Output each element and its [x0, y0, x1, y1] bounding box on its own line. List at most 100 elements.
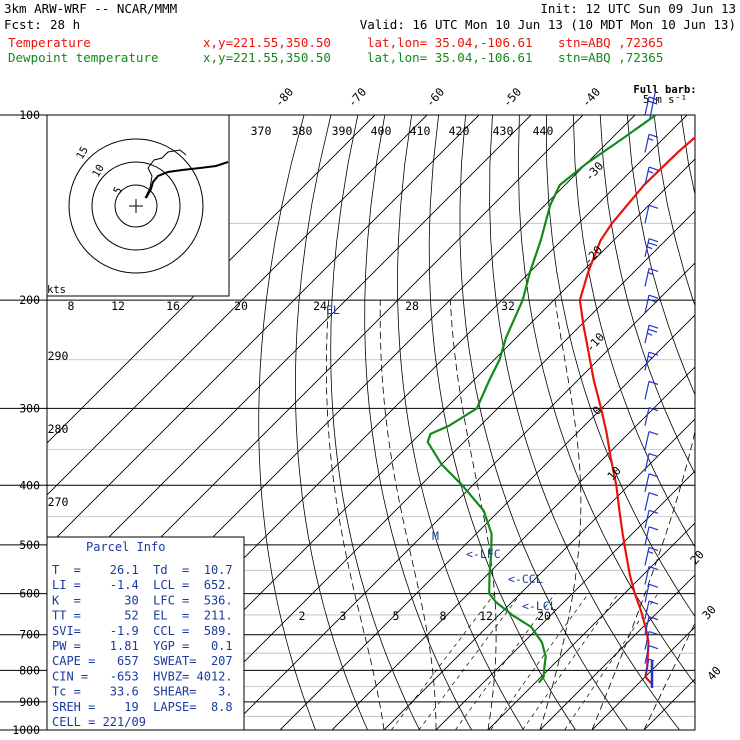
wind-barb [644, 238, 659, 257]
parcel-info-box: Parcel Info T = 26.1 Td = 10.7LI = -1.4 … [46, 536, 245, 731]
full-barb-units: 5 m s⁻¹ [643, 94, 687, 106]
wind-barb-flag [648, 645, 659, 650]
wind-barb-flag [648, 294, 659, 299]
dry-adiabat-260 [294, 115, 368, 730]
hodograph-ring-label-5: 5 [111, 185, 125, 196]
full-barb-label: Full barb: [633, 84, 696, 96]
parcel-info-rows: T = 26.1 Td = 10.7LI = -1.4 LCL = 652.K … [52, 563, 233, 729]
wind-barb [644, 294, 659, 314]
dewpoint-xy: x,y=221.55,350.50 [203, 50, 331, 65]
wind-barb-staff [644, 431, 650, 450]
isotherm-label--70: -70 [345, 85, 369, 110]
isotherm--30 [279, 314, 695, 730]
wind-barb [644, 600, 659, 620]
isotherm-20 [539, 574, 695, 730]
wind-barb [644, 166, 659, 186]
dry-adiabat-290 [397, 115, 524, 730]
wind-barb [644, 204, 659, 224]
profile-clipped [426, 115, 695, 686]
wind-barb [644, 380, 659, 400]
isotherm-label--60: -60 [423, 85, 447, 110]
wind-barb [644, 509, 659, 529]
wind-barb [644, 546, 659, 566]
theta-label-390: 390 [332, 124, 353, 138]
wind-barb-flag [648, 526, 659, 531]
parcel-info-row: TT = 52 EL = 211. [52, 609, 233, 623]
mixing-ratio-20 [564, 593, 659, 730]
wind-barb-staff [644, 473, 650, 492]
upper-label-16: 16 [166, 299, 180, 313]
dry-adiabat-410 [735, 115, 740, 730]
theta-label-410: 410 [410, 124, 431, 138]
isotherm--130 [47, 115, 376, 444]
wind-barbs [644, 92, 659, 688]
wind-barb-flag [648, 583, 659, 588]
wind-barb-flag [648, 351, 659, 356]
annotation-ccl: <-CCL [508, 572, 543, 586]
dry-adiabat-320 [489, 115, 680, 730]
theta-left-label-290: 290 [48, 349, 69, 363]
wind-barb-key [649, 92, 656, 119]
wind-barb-flag [648, 267, 659, 273]
upper-label-8: 8 [68, 299, 75, 313]
wind-barb-staff [644, 96, 650, 116]
dry-adiabat-350 [572, 115, 695, 548]
wind-barb-staff [644, 268, 650, 287]
temperature-latlon: lat,lon= 35.04,-106.61 [367, 35, 533, 50]
mixing-ratio-label-20: 20 [537, 609, 551, 623]
parcel-info-row: T = 26.1 Td = 10.7 [52, 563, 233, 577]
temperature-line [578, 135, 695, 686]
wind-barb-staff [644, 492, 650, 511]
parcel-info-row: SREH = 19 LAPSE= 8.8 [52, 700, 233, 714]
theta-label-400: 400 [371, 124, 392, 138]
wind-barb [644, 565, 659, 585]
wind-barb [644, 645, 659, 664]
wind-barb-staff [644, 566, 650, 585]
hodograph-ring-10 [91, 161, 181, 251]
profile-curves [426, 115, 695, 686]
wind-barb [644, 616, 659, 635]
wind-barb [644, 267, 659, 287]
dry-adiabat-300 [428, 115, 576, 730]
wind-barb [644, 431, 659, 450]
wind-barb [644, 324, 659, 344]
upper-label-24: 24 [313, 299, 327, 313]
pressure-label-700: 700 [19, 628, 40, 642]
wind-barb-flag [648, 631, 659, 636]
mixing-ratio-label-3: 3 [340, 609, 347, 623]
upper-label-20: 20 [234, 299, 248, 313]
isotherm--110 [47, 115, 480, 548]
wind-barb [644, 526, 659, 545]
hodograph-units: kts [47, 284, 66, 296]
moist-adiabat-40 [643, 622, 695, 730]
pressure-label-900: 900 [19, 695, 40, 709]
parcel-info-row: K = 30 LFC = 536. [52, 593, 233, 607]
wind-barb [644, 631, 659, 650]
dewpoint-line [426, 115, 657, 684]
wind-barb-staff [644, 645, 650, 664]
isotherm--120 [47, 115, 428, 496]
wind-barb-staff [644, 616, 650, 635]
temperature-xy: x,y=221.55,350.50 [203, 35, 331, 50]
pressure-label-300: 300 [19, 401, 40, 415]
moist-adiabat--10 [325, 300, 385, 730]
wind-barb-flag [648, 492, 659, 497]
upper-label-28: 28 [405, 299, 419, 313]
fcst-hours: 28 h [50, 17, 80, 32]
wind-barb [644, 583, 659, 603]
isotherm-label-30: 30 [699, 602, 719, 622]
wind-barb-flag [648, 452, 659, 458]
wind-barb-flag [648, 600, 659, 605]
annotation-el: EL [326, 303, 340, 317]
wind-barb-half [647, 137, 654, 141]
theta-label-380: 380 [292, 124, 313, 138]
dewpoint-stn: stn=ABQ ,72365 [558, 50, 663, 65]
moist-adiabat-0 [379, 300, 437, 730]
isotherm-label--80: -80 [272, 85, 296, 110]
pressure-label-600: 600 [19, 587, 40, 601]
parcel-info-row: CIN = -653 HVBZ= 4012. [52, 669, 233, 683]
dry-adiabat-310 [459, 115, 628, 730]
wind-barb-staff [644, 407, 650, 426]
wind-barb-flag [648, 473, 659, 478]
isotherm--100 [47, 115, 532, 600]
